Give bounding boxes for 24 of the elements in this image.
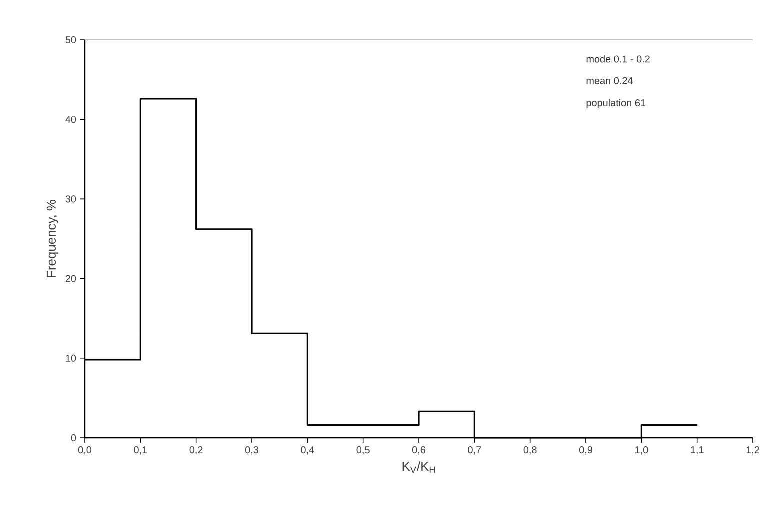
x-tick-label: 0,7	[468, 446, 482, 455]
x-tick-label: 1,2	[746, 446, 760, 455]
x-tick-label: 0,2	[190, 446, 203, 455]
x-tick-label: 0,6	[412, 446, 426, 455]
x-tick-label: 0,8	[524, 446, 537, 455]
x-tick-label: 0,4	[301, 446, 314, 455]
x-tick-label: 0,5	[356, 446, 370, 455]
x-tick-label: 0,9	[579, 446, 592, 455]
y-tick-label: 30	[66, 196, 76, 203]
x-tick-label: 0,3	[245, 446, 258, 455]
annotation: mode 0.1 - 0.2	[586, 55, 650, 63]
y-tick-label: 50	[66, 36, 76, 44]
y-tick-label: 10	[66, 354, 76, 362]
x-tick-label: 0,0	[78, 446, 92, 455]
x-tick-label: 1,0	[636, 446, 648, 455]
y-tick-label: 0	[71, 434, 76, 442]
y-axis-title: Frequency, %	[46, 200, 59, 278]
y-tick-label: 20	[66, 275, 76, 282]
y-tick-label: 40	[66, 116, 76, 124]
x-tick-label: 0,1	[134, 446, 148, 455]
x-tick-label: 1,1	[691, 446, 704, 455]
x-axis-title: K$_{V}$/K$_{H}$	[402, 462, 436, 474]
annotation: mean 0.24	[586, 77, 633, 84]
annotation: population 61	[586, 99, 646, 109]
